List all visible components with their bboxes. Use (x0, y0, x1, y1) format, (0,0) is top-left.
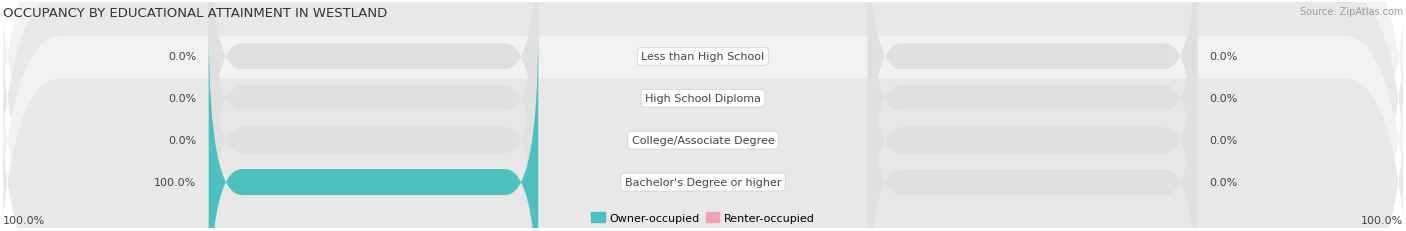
Text: 0.0%: 0.0% (169, 136, 197, 146)
Text: 0.0%: 0.0% (169, 94, 197, 104)
FancyBboxPatch shape (208, 0, 538, 231)
Text: 0.0%: 0.0% (1209, 136, 1237, 146)
Text: 0.0%: 0.0% (1209, 94, 1237, 104)
Text: 100.0%: 100.0% (1361, 215, 1403, 225)
Text: College/Associate Degree: College/Associate Degree (631, 136, 775, 146)
Text: High School Diploma: High School Diploma (645, 94, 761, 104)
Text: Source: ZipAtlas.com: Source: ZipAtlas.com (1301, 7, 1403, 17)
FancyBboxPatch shape (208, 0, 538, 211)
Legend: Owner-occupied, Renter-occupied: Owner-occupied, Renter-occupied (586, 208, 820, 227)
Text: 0.0%: 0.0% (1209, 52, 1237, 62)
FancyBboxPatch shape (208, 28, 538, 231)
FancyBboxPatch shape (868, 0, 1198, 231)
Text: 0.0%: 0.0% (1209, 177, 1237, 187)
FancyBboxPatch shape (208, 28, 538, 231)
Text: 100.0%: 100.0% (155, 177, 197, 187)
Text: 0.0%: 0.0% (169, 52, 197, 62)
FancyBboxPatch shape (868, 0, 1198, 231)
Text: Bachelor's Degree or higher: Bachelor's Degree or higher (624, 177, 782, 187)
Text: 100.0%: 100.0% (3, 215, 45, 225)
FancyBboxPatch shape (868, 28, 1198, 231)
Text: Less than High School: Less than High School (641, 52, 765, 62)
Text: OCCUPANCY BY EDUCATIONAL ATTAINMENT IN WESTLAND: OCCUPANCY BY EDUCATIONAL ATTAINMENT IN W… (3, 7, 387, 20)
FancyBboxPatch shape (208, 0, 538, 231)
FancyBboxPatch shape (868, 0, 1198, 211)
